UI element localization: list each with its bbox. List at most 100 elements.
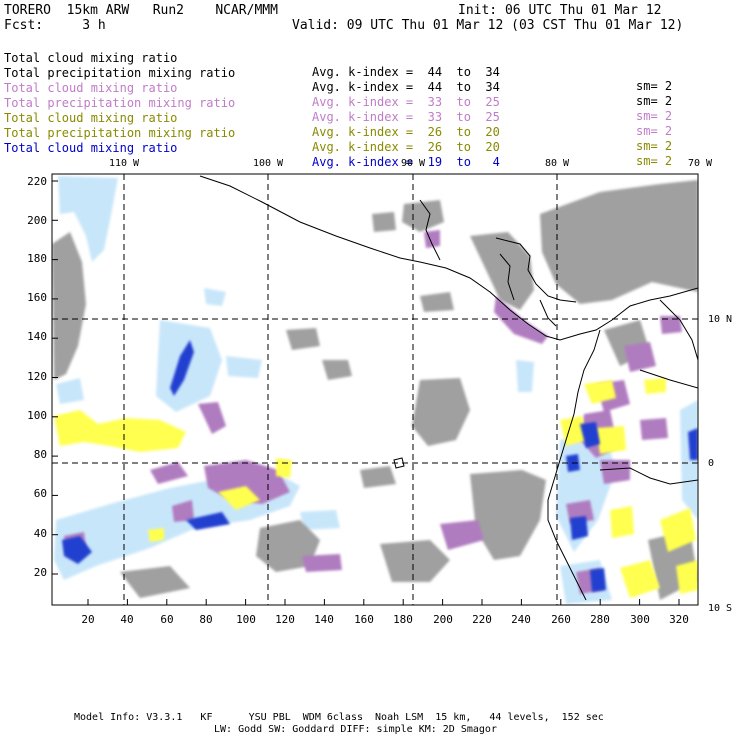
latitude-labels: 10 N 0 10 S [708, 314, 732, 614]
cloud-region [300, 510, 340, 530]
cloud-region [600, 460, 630, 484]
x-tick-label: 40 [120, 613, 133, 626]
legend-field-name: Total precipitation mixing ratio [4, 66, 236, 80]
x-tick-label: 140 [314, 613, 334, 626]
cloud-region [660, 508, 696, 552]
cloud-region [172, 500, 194, 522]
x-tick-label: 320 [669, 613, 689, 626]
x-tick-label: 80 [199, 613, 212, 626]
cloud-region [186, 512, 230, 530]
longitude-labels: 110 W 100 W 90 W 80 W 70 W [109, 158, 713, 169]
cloud-region [540, 180, 698, 304]
cloud-region [170, 340, 194, 396]
x-axis-ticks [87, 599, 680, 605]
cloud-region [226, 356, 262, 378]
lon-label: 70 W [688, 158, 713, 169]
cloud-region [440, 520, 484, 550]
x-tick-label: 280 [590, 613, 610, 626]
x-tick-label: 200 [433, 613, 453, 626]
lon-label: 90 W [401, 158, 426, 169]
coastline-caribbean [495, 237, 577, 303]
x-tick-label: 180 [393, 613, 413, 626]
legend-kindex: Avg. k-index = 19 to 4 [312, 155, 500, 169]
legend-smoothing: sm= 2 [636, 79, 673, 93]
cloud-region [218, 486, 260, 510]
y-tick-label: 60 [34, 487, 47, 500]
cloud-region [676, 560, 698, 594]
lat-label: 10 N [708, 314, 732, 325]
cloud-region [372, 212, 396, 232]
cloud-region [470, 470, 546, 560]
cloud-region [624, 342, 656, 372]
cloud-region [570, 516, 588, 540]
legend-kindex: Avg. k-index = 33 to 25 [312, 95, 500, 109]
legend-smoothing: sm= 2 [636, 139, 673, 153]
cloud-region [322, 360, 352, 380]
model-info-line1: Model Info: V3.3.1 KF YSU PBL WDM 6class… [74, 712, 604, 723]
legend-kindex: Avg. k-index = 26 to 20 [312, 125, 500, 139]
x-tick-label: 160 [354, 613, 374, 626]
legend-field-name: Total cloud mixing ratio [4, 81, 178, 95]
cloud-region [148, 528, 164, 542]
cloud-region [204, 288, 226, 306]
y-tick-label: 140 [27, 330, 47, 343]
y-tick-label: 80 [34, 448, 47, 461]
lat-label: 10 S [708, 603, 732, 614]
cloud-region [620, 560, 660, 598]
cloud-region [580, 422, 600, 448]
plot-frame [51, 173, 699, 606]
legend-smoothing: sm= 2 [636, 124, 673, 138]
legend-field-name: Total cloud mixing ratio [4, 141, 178, 155]
y-tick-label: 180 [27, 252, 47, 265]
cloud-region [420, 292, 454, 312]
coastline-yucatan [499, 253, 515, 301]
coastlines [199, 175, 698, 601]
model-title: TORERO 15km ARW Run2 NCAR/MMM [4, 3, 278, 18]
cloud-region [380, 540, 450, 582]
cloud-region [424, 230, 440, 248]
legend-kindex: Avg. k-index = 33 to 25 [312, 110, 500, 124]
legend-smoothing: sm= 2 [636, 109, 673, 123]
x-tick-label: 300 [630, 613, 650, 626]
x-axis-labels: 20 40 60 80 100 120 140 160 180 200 220 … [81, 613, 689, 626]
lon-label: 100 W [253, 158, 284, 169]
legend-smoothing: sm= 2 [636, 154, 673, 168]
border-central [539, 299, 557, 327]
init-time: Init: 06 UTC Thu 01 Mar 12 [458, 3, 662, 18]
legend-field-name: Total cloud mixing ratio [4, 111, 178, 125]
cloud-region [610, 506, 634, 538]
lat-label: 0 [708, 458, 714, 469]
legend-kindex: Avg. k-index = 26 to 20 [312, 140, 500, 154]
x-tick-label: 260 [551, 613, 571, 626]
x-tick-label: 60 [160, 613, 173, 626]
border-venezuela [659, 299, 698, 361]
cloud-region [596, 426, 626, 454]
cloud-region [150, 462, 188, 484]
border-ecuador-peru [599, 467, 698, 485]
cloud-region [590, 568, 606, 592]
legend-kindex: Avg. k-index = 44 to 34 [312, 80, 500, 94]
x-tick-label: 120 [275, 613, 295, 626]
lon-label: 110 W [109, 158, 140, 169]
cloud-region [56, 378, 84, 404]
y-tick-label: 100 [27, 409, 47, 422]
cloud-region [58, 176, 118, 262]
cloud-region [302, 554, 342, 572]
x-tick-label: 220 [472, 613, 492, 626]
lon-label: 80 W [545, 158, 570, 169]
lat-lon-grid [52, 174, 698, 605]
field-shading [52, 175, 698, 604]
cloud-region [688, 428, 698, 460]
cloud-region [52, 232, 86, 380]
cloud-region [54, 410, 186, 452]
legend-field-name: Total cloud mixing ratio [4, 51, 178, 65]
x-tick-label: 20 [81, 613, 94, 626]
legend-field-name: Total precipitation mixing ratio [4, 126, 236, 140]
coastline-south-america [547, 329, 601, 601]
coastline-central-america [199, 175, 698, 341]
legend-kindex: Avg. k-index = 44 to 34 [312, 65, 500, 79]
cloud-region [286, 328, 320, 350]
cloud-region [470, 232, 534, 310]
y-axis-ticks [52, 180, 58, 575]
